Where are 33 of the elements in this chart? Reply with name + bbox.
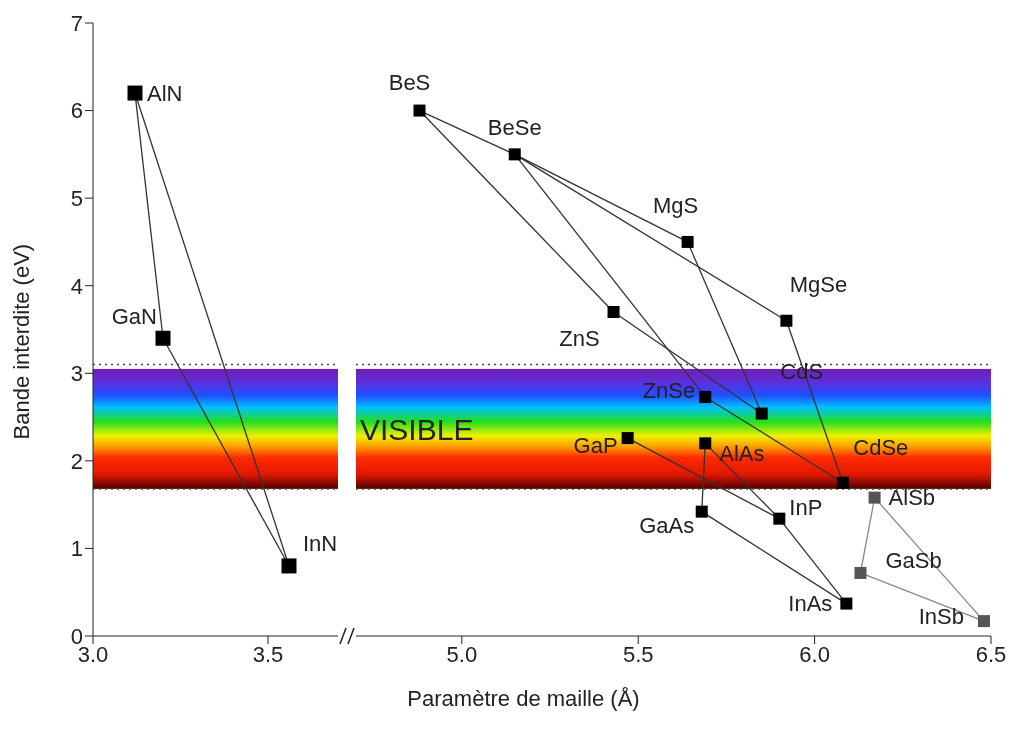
annotation: MgS: [652, 193, 699, 219]
annotation: GaN: [111, 303, 157, 329]
annotation: CdSe: [853, 435, 909, 461]
y-tick-label: 4: [70, 273, 83, 299]
x-tick-label: 6.0: [799, 641, 830, 667]
annotation: InAs: [788, 591, 833, 617]
annotation: GaP: [573, 432, 618, 458]
annotation: BeSe: [487, 114, 542, 140]
y-tick-label: 1: [70, 536, 83, 562]
annotation: ZnS: [559, 326, 600, 352]
band-label: VISIBLE: [360, 412, 474, 446]
annotation: BeS: [388, 70, 431, 96]
y-axis-title: Bande interdite (eV): [8, 243, 34, 440]
x-tick-label: 3.5: [252, 641, 284, 667]
annotation: InN: [303, 531, 338, 557]
y-tick-label: 5: [70, 185, 83, 211]
y-tick-label: 7: [70, 10, 83, 36]
x-tick-label: 5.0: [446, 641, 478, 667]
x-tick-label: 5.5: [622, 641, 654, 667]
annotation: AlN: [147, 80, 183, 106]
x-axis-title: Paramètre de maille (Å): [407, 686, 640, 711]
annotation: ZnSe: [642, 378, 696, 404]
y-tick-label: 2: [70, 448, 83, 474]
x-tick-label: 6.5: [975, 641, 1007, 667]
annotation: GaAs: [639, 513, 695, 539]
annotation: MgSe: [789, 272, 848, 298]
y-tick-label: 3: [70, 361, 83, 387]
y-tick-label: 6: [70, 98, 83, 124]
annotation: InSb: [918, 603, 964, 629]
annotation: InP: [789, 495, 823, 521]
annotation: GaSb: [885, 548, 942, 574]
annotation: AlAs: [719, 440, 765, 466]
annotation: AlSb: [888, 485, 936, 511]
